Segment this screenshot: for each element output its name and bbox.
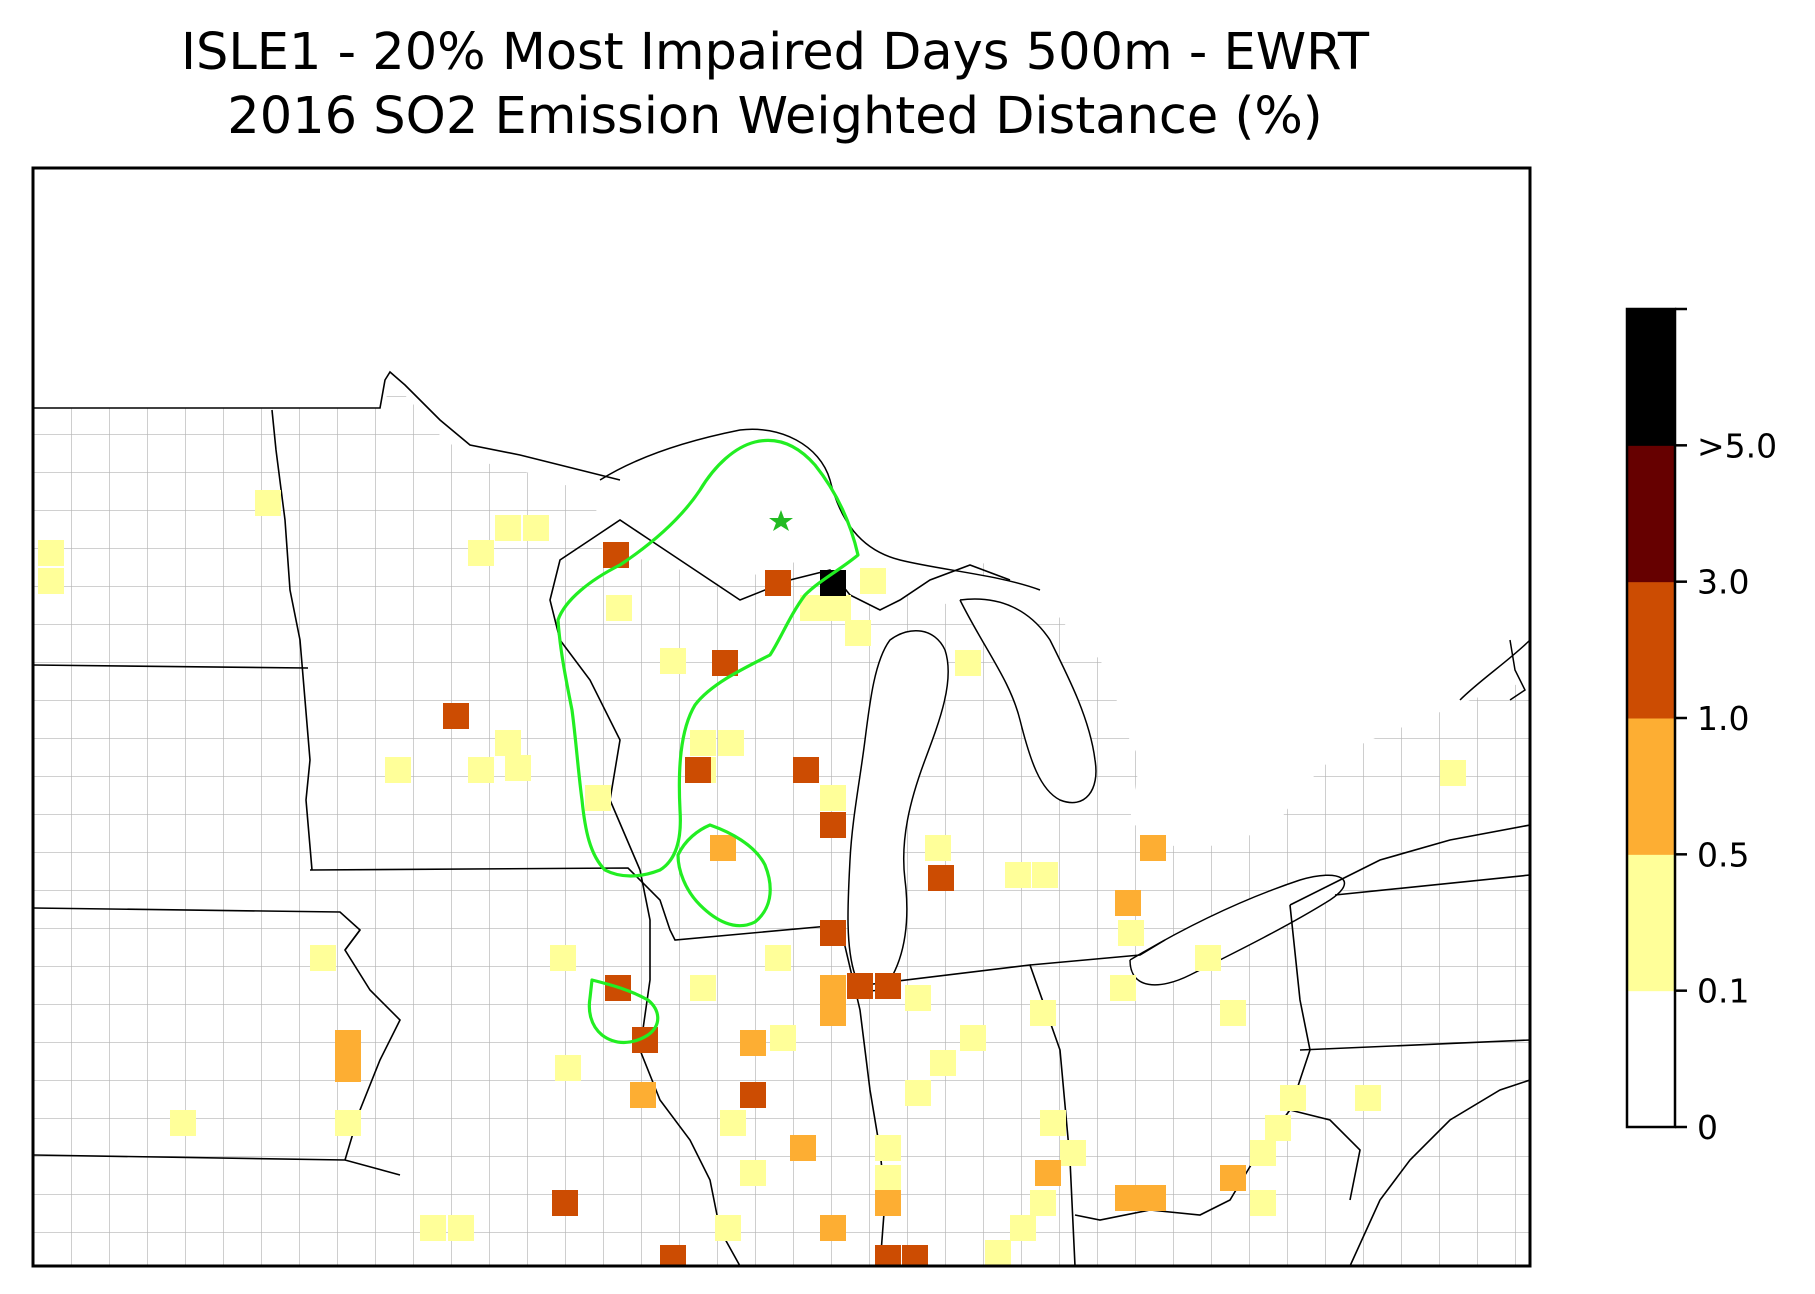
colorbar-segment <box>1627 445 1675 583</box>
canada-region <box>33 168 1530 830</box>
map-title-line1: ISLE1 - 20% Most Impaired Days 500m - EW… <box>180 23 1370 82</box>
map-title-line2: 2016 SO2 Emission Weighted Distance (%) <box>227 87 1323 146</box>
lake-erie <box>1130 875 1345 985</box>
colorbar-tick-label: 3.0 <box>1697 563 1749 602</box>
state-boundaries <box>33 370 1530 1266</box>
colorbar-segment <box>1627 990 1675 1128</box>
map-area <box>33 168 1530 1266</box>
colorbar-segment <box>1627 581 1675 719</box>
colorbar-segment <box>1627 854 1675 992</box>
site-star-icon <box>769 510 793 531</box>
map-frame <box>31 166 1532 1268</box>
colorbar-tick-label: 0.5 <box>1697 835 1749 874</box>
emission-cells <box>38 490 1466 1266</box>
colorbar-tick-label: 0.1 <box>1697 972 1749 1011</box>
colorbar-segment <box>1627 718 1675 855</box>
colorbar-segment <box>1627 309 1675 446</box>
coastlines <box>599 428 1530 986</box>
colorbar-tick-label: 0 <box>1697 1108 1718 1147</box>
colorbar-tick-label: >5.0 <box>1697 426 1777 465</box>
colorbar-tick-label: 1.0 <box>1697 699 1749 738</box>
land-area <box>33 380 1530 1266</box>
lake-huron <box>960 599 1096 803</box>
colorbar: 0 0.1 0.5 1.0 3.0 >5.0 <box>1625 307 1777 1147</box>
trajectory-contours <box>556 438 860 1045</box>
